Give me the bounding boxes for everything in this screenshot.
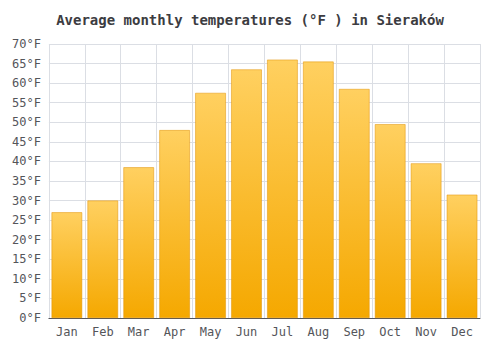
svg-text:Jan: Jan xyxy=(56,325,78,339)
svg-text:Jul: Jul xyxy=(272,325,294,339)
svg-text:15°F: 15°F xyxy=(12,252,41,266)
svg-text:45°F: 45°F xyxy=(12,135,41,149)
svg-text:Dec: Dec xyxy=(451,325,473,339)
svg-text:Average monthly temperatures (: Average monthly temperatures (°F ) in Si… xyxy=(56,12,444,28)
svg-text:Feb: Feb xyxy=(92,325,114,339)
svg-text:Sep: Sep xyxy=(343,325,365,339)
svg-text:0°F: 0°F xyxy=(19,311,41,325)
svg-text:May: May xyxy=(200,325,222,339)
svg-text:30°F: 30°F xyxy=(12,194,41,208)
svg-text:65°F: 65°F xyxy=(12,57,41,71)
svg-text:25°F: 25°F xyxy=(12,213,41,227)
svg-text:55°F: 55°F xyxy=(12,96,41,110)
svg-text:Mar: Mar xyxy=(128,325,150,339)
svg-text:Apr: Apr xyxy=(164,325,186,339)
svg-text:Nov: Nov xyxy=(415,325,437,339)
svg-text:20°F: 20°F xyxy=(12,233,41,247)
svg-text:5°F: 5°F xyxy=(19,291,41,305)
svg-text:10°F: 10°F xyxy=(12,272,41,286)
svg-text:Aug: Aug xyxy=(307,325,329,339)
svg-text:40°F: 40°F xyxy=(12,154,41,168)
svg-text:70°F: 70°F xyxy=(12,37,41,51)
svg-text:35°F: 35°F xyxy=(12,174,41,188)
svg-text:Oct: Oct xyxy=(379,325,401,339)
svg-text:Jun: Jun xyxy=(236,325,258,339)
svg-text:60°F: 60°F xyxy=(12,76,41,90)
svg-text:50°F: 50°F xyxy=(12,115,41,129)
